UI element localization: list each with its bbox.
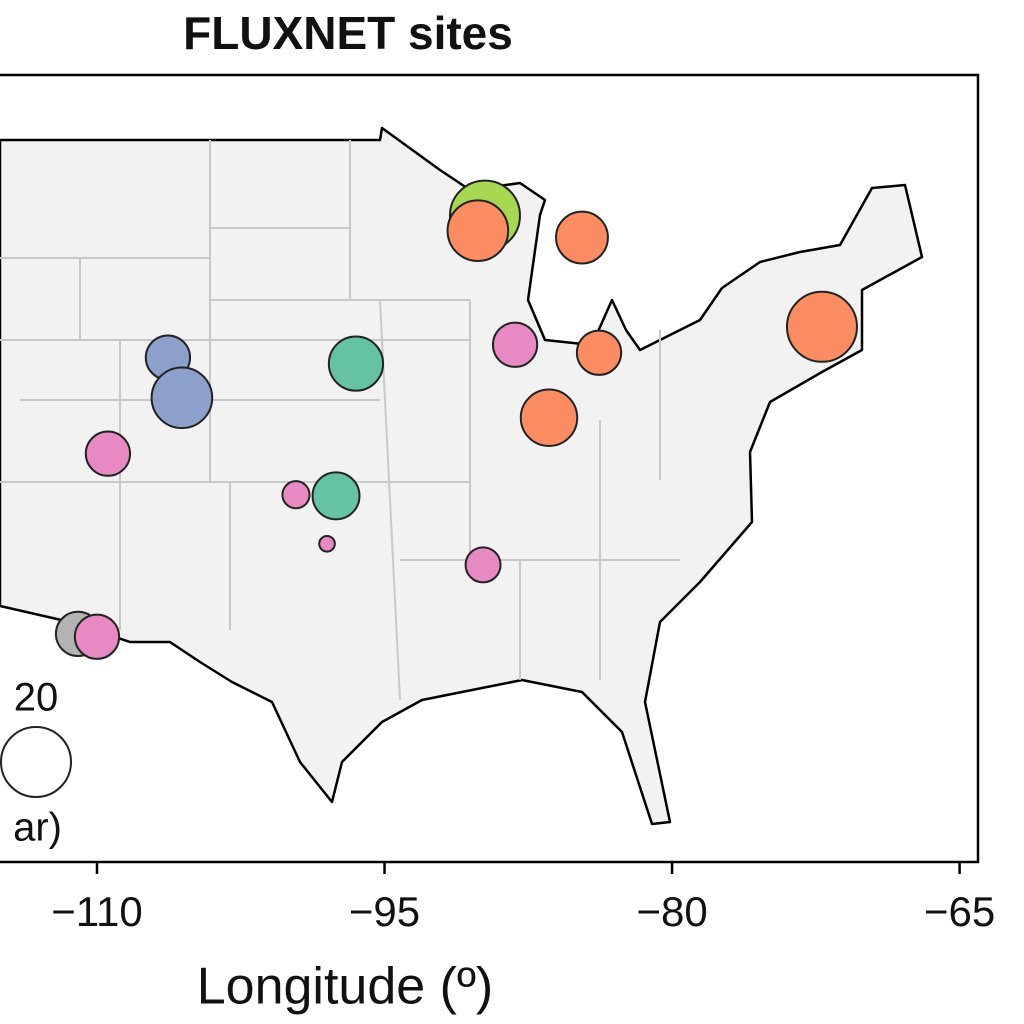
us-outline bbox=[0, 126, 924, 826]
site-marker bbox=[555, 210, 609, 265]
site-marker bbox=[73, 613, 121, 660]
site-marker bbox=[575, 329, 623, 376]
size-legend-label: 20 bbox=[14, 676, 59, 720]
x-tick-label: −110 bbox=[51, 888, 143, 935]
site-marker bbox=[318, 534, 336, 553]
plot-frame bbox=[0, 73, 980, 864]
site-marker bbox=[785, 290, 858, 363]
site-marker bbox=[84, 430, 132, 477]
size-legend-circle bbox=[0, 726, 72, 798]
basemap bbox=[0, 126, 924, 826]
site-marker bbox=[327, 335, 385, 392]
state-lines bbox=[0, 140, 680, 701]
site-marker bbox=[281, 480, 311, 510]
x-tick-label: −95 bbox=[349, 888, 420, 935]
x-tick-label: −80 bbox=[636, 888, 707, 935]
site-marker bbox=[464, 546, 502, 584]
chart-title: FLUXNET sites bbox=[183, 7, 513, 59]
site-marker bbox=[150, 366, 214, 430]
size-legend-title: ar) bbox=[13, 806, 62, 850]
site-marker bbox=[446, 199, 510, 263]
site-marker bbox=[519, 388, 579, 447]
site-marker bbox=[311, 471, 361, 521]
x-axis-label: Longitude (º) bbox=[197, 958, 494, 1016]
x-tick-label: −65 bbox=[924, 888, 995, 935]
site-marker bbox=[491, 321, 539, 368]
